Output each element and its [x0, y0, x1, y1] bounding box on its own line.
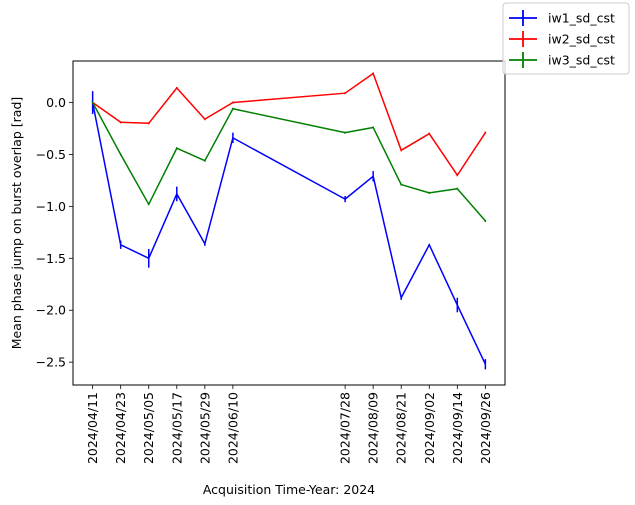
x-tick-label: 2024/08/09 [366, 392, 381, 464]
x-tick-label: 2024/09/14 [450, 392, 465, 464]
series-line-iw2_sd_cst [92, 72, 486, 176]
y-axis-label: Mean phase jump on burst overlap [rad] [9, 97, 24, 350]
x-tick-label: 2024/05/29 [197, 392, 212, 464]
legend-label: iw1_sd_cst [548, 11, 615, 26]
x-tick-label: 2024/07/28 [338, 392, 353, 464]
legend: iw1_sd_cst iw2_sd_cst iw3_sd_cst [502, 2, 630, 75]
y-tick-label: −0.5 [36, 147, 66, 162]
x-tick-label: 2024/04/11 [85, 392, 100, 464]
x-tick-label: 2024/06/10 [225, 392, 240, 464]
x-tick-label: 2024/05/17 [169, 392, 184, 464]
y-tick-label: −2.0 [36, 303, 66, 318]
x-tick-label: 2024/08/21 [394, 392, 409, 464]
legend-label: iw2_sd_cst [548, 32, 615, 47]
y-tick-label: −1.5 [36, 251, 66, 266]
ticks: 2024/04/11 2024/04/23 2024/05/05 2024/05/17… [36, 95, 493, 464]
x-tick-label: 2024/09/26 [478, 392, 493, 464]
x-tick-label: 2024/05/05 [141, 392, 156, 464]
y-tick-label: 0.0 [46, 95, 66, 110]
x-axis-label: Acquisition Time-Year: 2024 [203, 482, 375, 497]
series-line-iw3_sd_cst [91, 102, 486, 222]
axes-frame [72, 60, 506, 386]
x-tick-label: 2024/09/02 [422, 392, 437, 464]
series-line-iw1_sd_cst [91, 102, 487, 365]
y-tick-label: −1.0 [36, 199, 66, 214]
legend-label: iw3_sd_cst [548, 53, 615, 68]
x-tick-label: 2024/04/23 [113, 392, 128, 464]
legend-box [502, 2, 630, 75]
y-tick-label: −2.5 [36, 355, 66, 370]
plot-area [91, 72, 487, 370]
